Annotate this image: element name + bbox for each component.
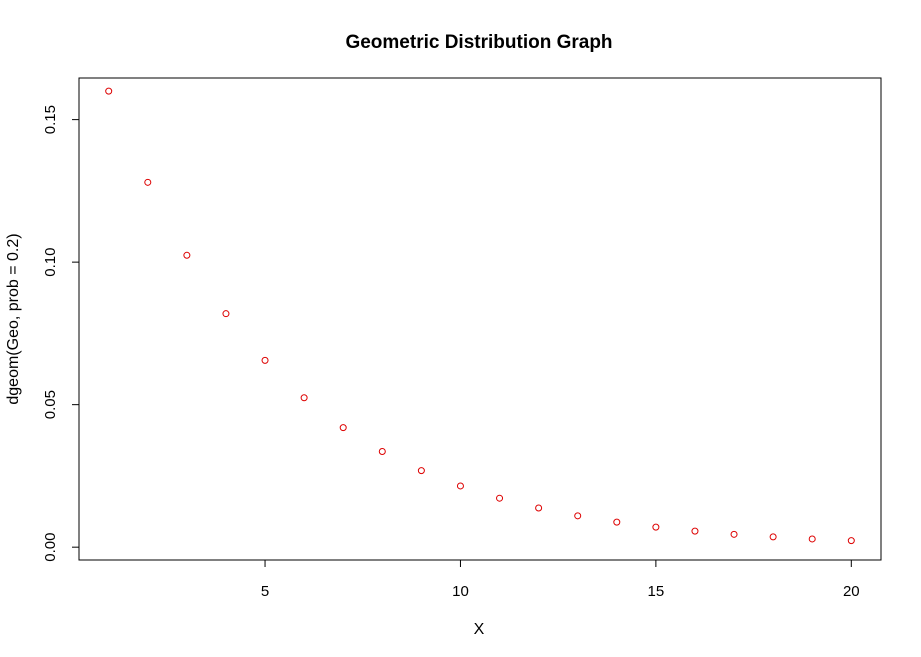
data-point	[261, 356, 269, 364]
x-tick-label: 20	[843, 583, 860, 600]
data-point	[456, 482, 464, 490]
plot-frame	[78, 77, 882, 561]
data-point	[574, 512, 582, 520]
data-point	[378, 448, 386, 456]
data-point	[535, 504, 543, 512]
data-point	[222, 310, 230, 318]
y-axis: 0.00 0.05 0.10 0.15	[42, 105, 80, 562]
y-tick-label: 0.00	[42, 533, 59, 562]
data-point	[183, 251, 191, 259]
data-point	[769, 533, 777, 541]
data-point	[417, 467, 425, 475]
data-point	[847, 537, 855, 545]
x-tick-label: 10	[452, 583, 469, 600]
data-point	[808, 535, 816, 543]
x-axis-label: X	[474, 621, 485, 638]
data-point	[613, 518, 621, 526]
y-axis-label: dgeom(Geo, prob = 0.2)	[5, 233, 22, 404]
data-point	[496, 494, 504, 502]
y-tick-label: 0.05	[42, 390, 59, 419]
y-tick-label: 0.15	[42, 105, 59, 134]
data-point	[105, 87, 113, 95]
data-point	[691, 527, 699, 535]
x-axis: 5 10 15 20	[261, 559, 860, 600]
x-tick-label: 15	[648, 583, 665, 600]
data-point	[339, 424, 347, 432]
data-point	[144, 178, 152, 186]
y-tick-label: 0.10	[42, 248, 59, 277]
data-point	[730, 530, 738, 538]
data-points	[105, 87, 855, 545]
data-point	[652, 523, 660, 531]
data-point	[300, 394, 308, 402]
chart-title: Geometric Distribution Graph	[345, 32, 612, 53]
x-tick-label: 5	[261, 583, 269, 600]
